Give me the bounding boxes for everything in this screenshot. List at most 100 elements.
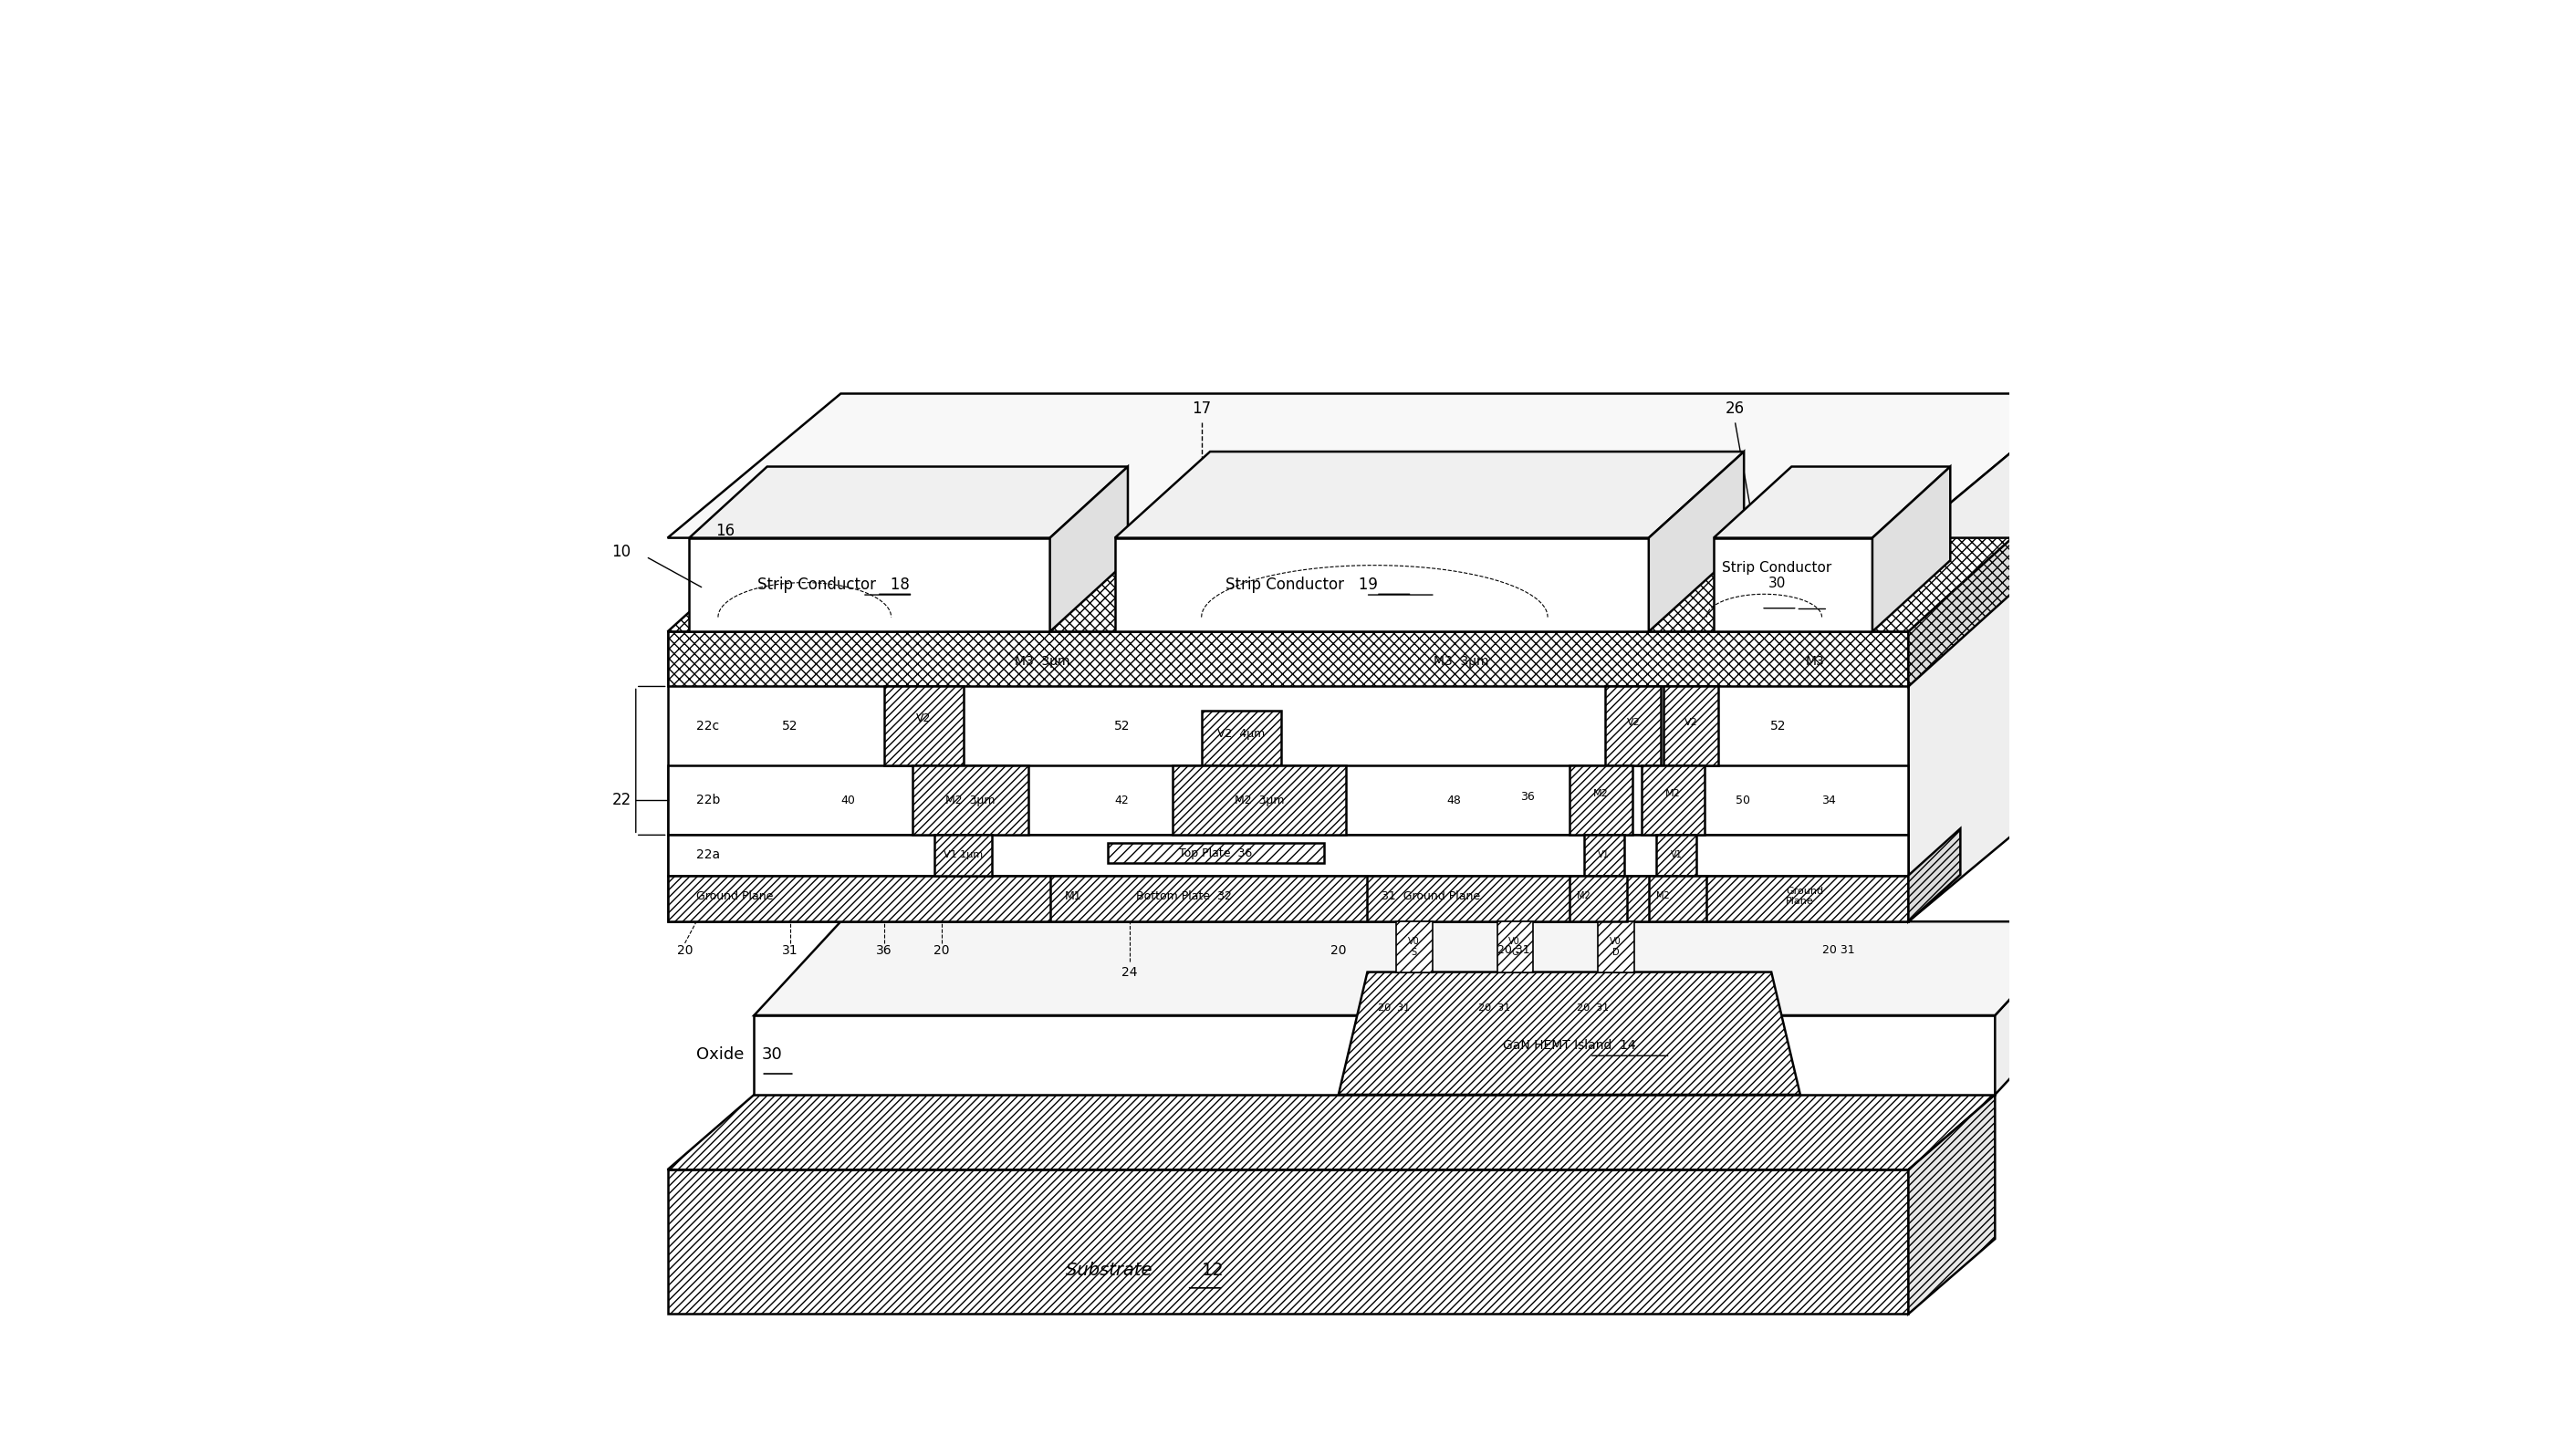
Polygon shape [1172,766,1345,835]
Text: 20  31: 20 31 [1577,1003,1607,1013]
Polygon shape [1713,467,1950,538]
Polygon shape [667,631,1909,686]
Text: V0
G: V0 G [1510,936,1520,957]
Text: V2: V2 [1685,718,1698,727]
Text: 20  31: 20 31 [1378,1003,1409,1013]
Polygon shape [1873,467,1950,631]
Polygon shape [667,835,1909,876]
Text: 24: 24 [1121,965,1136,978]
Text: 20 31: 20 31 [1821,945,1855,957]
Text: 22b: 22b [696,793,721,806]
Polygon shape [667,766,1909,835]
Polygon shape [1605,686,1662,766]
Text: 20: 20 [1332,944,1347,957]
Polygon shape [690,538,1051,631]
Polygon shape [1713,538,1873,631]
Polygon shape [667,1095,1994,1169]
Text: 31  Ground Plane: 31 Ground Plane [1381,890,1481,902]
Polygon shape [755,1016,1994,1095]
Polygon shape [1569,766,1633,835]
Text: 42: 42 [1115,795,1128,806]
Polygon shape [1656,835,1698,876]
Text: M3  3μm: M3 3μm [1015,656,1069,668]
Text: M2  3μm: M2 3μm [1234,795,1283,806]
Polygon shape [1108,842,1324,863]
Text: V0
D: V0 D [1610,936,1620,957]
Text: 20  31: 20 31 [1479,1003,1510,1013]
Polygon shape [1115,538,1649,631]
Text: 17: 17 [1193,400,1211,416]
Text: 12: 12 [1200,1261,1224,1279]
Polygon shape [1909,1095,1994,1314]
Polygon shape [1396,922,1432,972]
Polygon shape [912,766,1028,835]
Polygon shape [1569,876,1628,922]
Text: 50: 50 [1736,795,1749,806]
Text: 31: 31 [783,944,799,957]
Polygon shape [1597,922,1633,972]
Text: 20: 20 [677,944,693,957]
Text: 16: 16 [716,523,734,539]
Polygon shape [1649,876,1705,922]
Text: 26: 26 [1726,400,1744,418]
Text: 22a: 22a [696,848,721,861]
Polygon shape [1200,711,1280,766]
Text: V0
S: V0 S [1406,936,1419,957]
Text: M3: M3 [1806,656,1824,668]
Polygon shape [1115,452,1744,538]
Text: M3  3μm: M3 3μm [1432,656,1489,668]
Polygon shape [690,467,1128,538]
Text: M2  3μm: M2 3μm [945,795,994,806]
Text: 22c: 22c [696,720,719,733]
Polygon shape [884,686,963,766]
Polygon shape [1641,766,1705,835]
Polygon shape [1340,972,1801,1095]
Polygon shape [667,393,2081,538]
Polygon shape [1649,452,1744,631]
Text: M2: M2 [1656,892,1669,900]
Polygon shape [667,876,1909,922]
Text: Substrate: Substrate [1066,1261,1164,1279]
Text: 52: 52 [1113,720,1131,733]
Text: 52: 52 [1770,720,1788,733]
Text: 30: 30 [762,1046,783,1064]
Polygon shape [1051,876,1368,922]
Text: M2: M2 [1592,789,1607,798]
Text: M2: M2 [1577,892,1589,900]
Polygon shape [1497,922,1533,972]
Text: 20: 20 [933,944,951,957]
Text: 34: 34 [1821,795,1837,806]
Text: V1: V1 [1597,851,1610,860]
Polygon shape [1909,393,2081,922]
Text: 52: 52 [783,720,799,733]
Text: V2: V2 [1625,718,1641,727]
Text: Top Plate  36: Top Plate 36 [1180,847,1252,860]
Polygon shape [1664,686,1718,766]
Text: GaN HEMT Island  14: GaN HEMT Island 14 [1502,1039,1636,1052]
Text: M1: M1 [1064,890,1082,902]
Polygon shape [1909,828,1960,922]
Text: M2: M2 [1664,789,1680,798]
Text: V1 1μm: V1 1μm [943,851,984,860]
Text: Strip Conductor   18: Strip Conductor 18 [757,577,909,592]
Text: Strip Conductor   19: Strip Conductor 19 [1226,577,1378,592]
Text: 22: 22 [611,792,631,809]
Text: 10: 10 [611,543,631,561]
Polygon shape [667,538,2012,631]
Text: 40: 40 [840,795,855,806]
Polygon shape [935,835,992,876]
Polygon shape [1994,922,2081,1095]
Text: 20 31: 20 31 [1497,945,1530,957]
Text: 36: 36 [876,944,891,957]
Polygon shape [1051,467,1128,631]
Polygon shape [667,631,1909,922]
Text: Strip Conductor
30: Strip Conductor 30 [1723,561,1832,590]
Text: Ground
Plane: Ground Plane [1785,886,1824,906]
Text: Oxide: Oxide [696,1046,755,1064]
Polygon shape [755,922,2081,1016]
Text: V2: V2 [917,712,930,724]
Polygon shape [1909,538,2012,686]
Text: V1: V1 [1669,851,1682,860]
Text: 36: 36 [1520,790,1535,803]
Text: Ground Plane: Ground Plane [696,890,773,902]
